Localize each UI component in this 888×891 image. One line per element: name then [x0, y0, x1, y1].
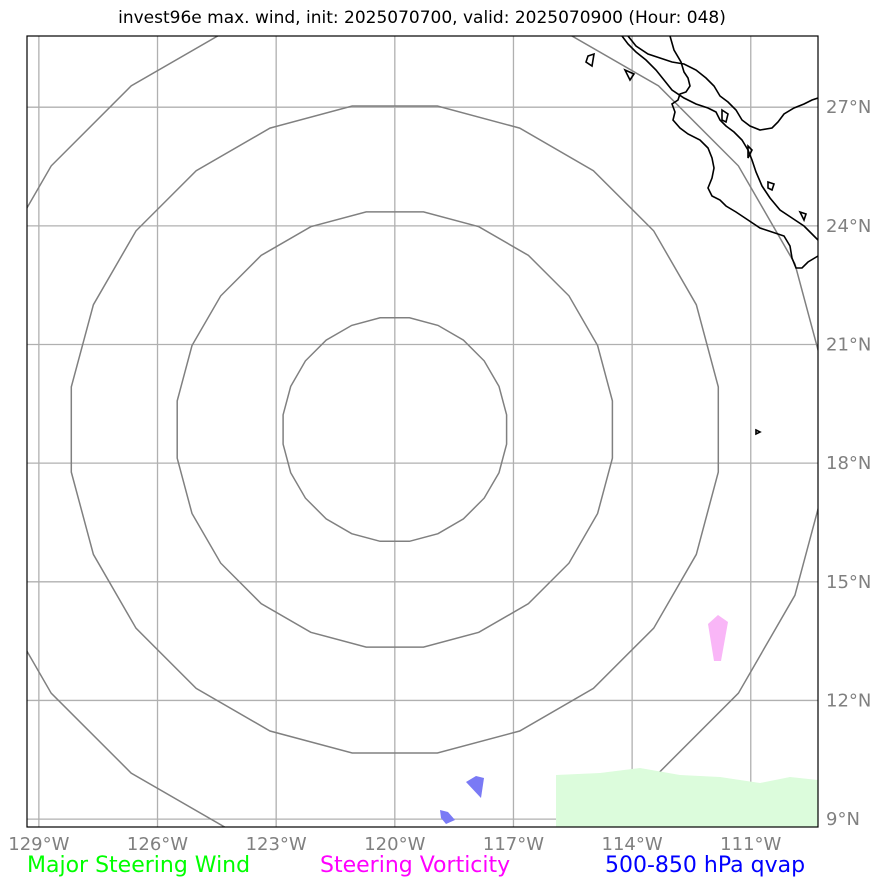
shaded-fields [440, 615, 818, 827]
range-rings [27, 36, 818, 827]
upper-gulf-coast [627, 36, 818, 131]
island-3 [721, 108, 729, 124]
island-2 [623, 68, 636, 82]
latitude-label: 15°N [826, 572, 871, 593]
island-5 [767, 180, 776, 192]
mainland-coast-east [621, 36, 818, 241]
latitude-label: 18°N [826, 453, 871, 474]
range-ring [27, 36, 818, 827]
latitude-label: 21°N [826, 334, 871, 355]
longitude-label: 117°W [483, 834, 544, 855]
map-frame [26, 35, 819, 828]
baja-coast-west [669, 36, 818, 269]
graticule [27, 36, 818, 827]
range-ring [176, 211, 614, 648]
latitude-label: 12°N [826, 690, 871, 711]
longitude-label: 129°W [8, 834, 69, 855]
latitude-label: 9°N [826, 809, 860, 830]
longitude-label: 120°W [364, 834, 425, 855]
legend-steering-vorticity: Steering Vorticity [320, 853, 511, 878]
range-ring [70, 105, 720, 754]
qvap-area-2 [440, 810, 455, 824]
longitude-label: 123°W [246, 834, 307, 855]
steering-wind-area [556, 768, 818, 827]
latitude-label: 27°N [826, 97, 871, 118]
range-ring [282, 317, 508, 543]
longitude-label: 114°W [602, 834, 663, 855]
legend-steering-wind: Major Steering Wind [27, 853, 251, 878]
legend-qvap: 500-850 hPa qvap [605, 853, 806, 878]
coastline [585, 36, 818, 436]
vorticity-area [708, 615, 728, 661]
latitude-label: 24°N [826, 216, 871, 237]
axis-labels: 129°W 126°W 123°W 120°W 117°W 114°W 111°W 9°N 12… [8, 97, 871, 855]
island-4 [747, 144, 753, 159]
islet [755, 428, 762, 436]
longitude-label: 111°W [720, 834, 781, 855]
island-6 [798, 210, 808, 223]
map-title: invest96e max. wind, init: 2025070700, v… [118, 8, 726, 28]
longitude-label: 126°W [127, 834, 188, 855]
qvap-area-1 [466, 776, 484, 798]
island-1 [585, 52, 596, 68]
